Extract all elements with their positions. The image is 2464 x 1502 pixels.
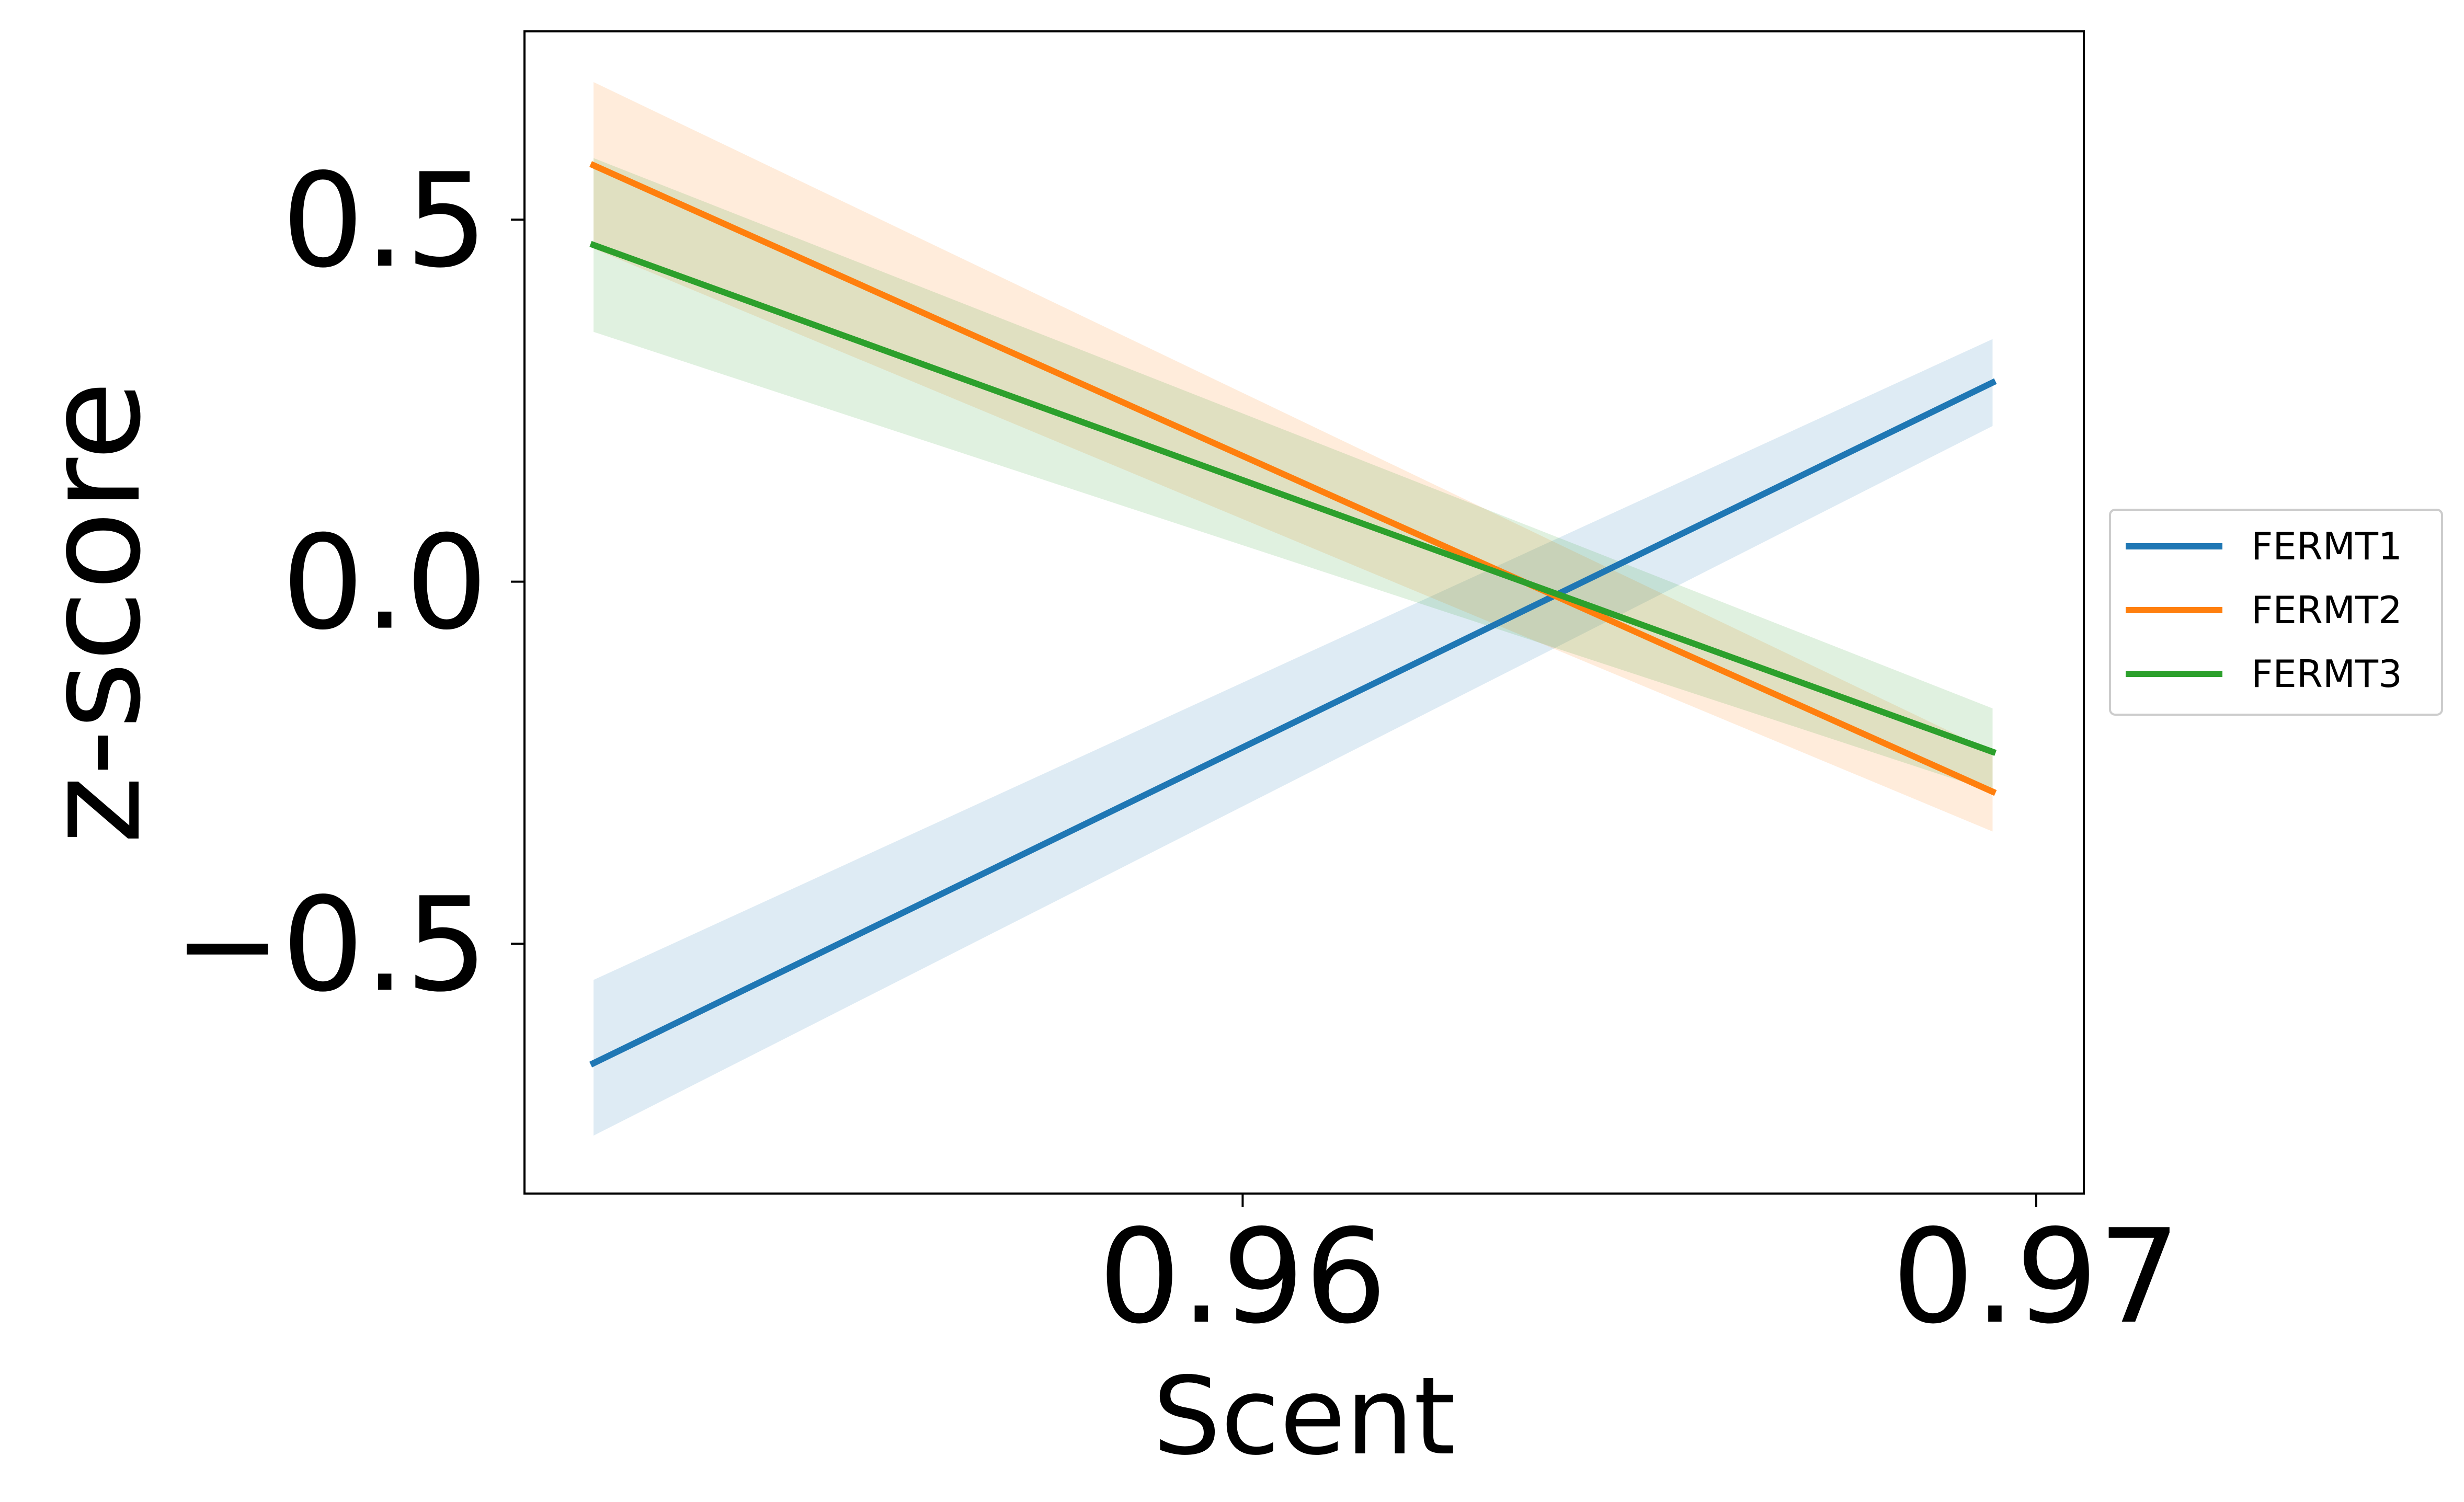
- legend-label-fermt2: FERMT2: [2251, 588, 2402, 632]
- legend: FERMT1 FERMT2 FERMT3: [2109, 509, 2443, 716]
- legend-item-fermt2: FERMT2: [2126, 588, 2402, 632]
- legend-label-fermt3: FERMT3: [2251, 652, 2402, 696]
- legend-label-fermt1: FERMT1: [2251, 524, 2402, 568]
- y-tick-label: 0.5: [282, 146, 488, 296]
- series-line-fermt2: [589, 161, 1997, 796]
- y-tick-label: 0.0: [282, 508, 488, 659]
- x-tick-label: 0.97: [1892, 1202, 2181, 1352]
- legend-items: FERMT1 FERMT2 FERMT3: [2126, 524, 2402, 696]
- confidence-band-fermt1: [594, 339, 1993, 1136]
- y-axis-title: z-score: [19, 381, 169, 844]
- x-tick-label: 0.96: [1098, 1202, 1387, 1352]
- y-axis-ticks: 0.5 0.0 −0.5: [173, 146, 524, 1021]
- x-axis-ticks: 0.96 0.97: [1098, 1194, 2181, 1352]
- legend-item-fermt3: FERMT3: [2126, 652, 2402, 696]
- plot-area-frame: [523, 30, 2085, 1195]
- x-axis-title: Scent: [1153, 1355, 1455, 1479]
- series-line-fermt3: [589, 240, 1997, 756]
- legend-item-fermt1: FERMT1: [2126, 524, 2402, 568]
- series-line-fermt1: [589, 378, 1997, 1068]
- series-lines: [589, 161, 1997, 1068]
- confidence-band-fermt2: [594, 82, 1993, 832]
- y-tick-label: −0.5: [173, 870, 488, 1021]
- legend-box: [2109, 509, 2443, 716]
